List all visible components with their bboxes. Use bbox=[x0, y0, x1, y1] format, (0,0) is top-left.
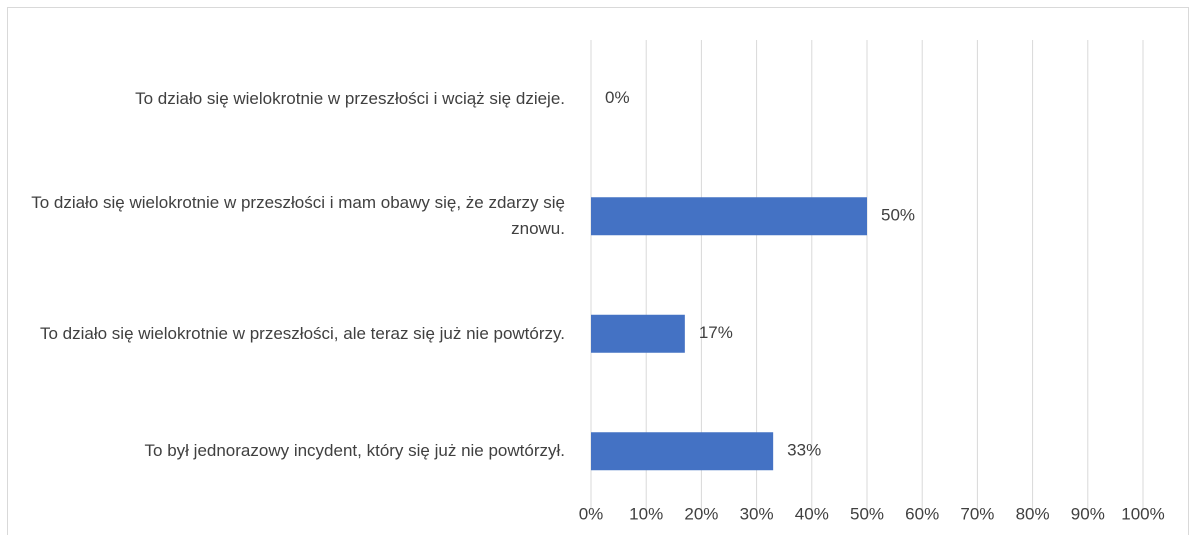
bar bbox=[591, 314, 685, 353]
y-tick-label: To działo się wielokrotnie w przeszłości… bbox=[31, 193, 565, 239]
x-tick-label: 70% bbox=[960, 504, 994, 523]
x-tick-label: 80% bbox=[1016, 504, 1050, 523]
x-tick-label: 100% bbox=[1121, 504, 1164, 523]
bar bbox=[591, 432, 774, 471]
x-tick-label: 90% bbox=[1071, 504, 1105, 523]
x-tick-label: 0% bbox=[579, 504, 604, 523]
x-tick-label: 50% bbox=[850, 504, 884, 523]
x-tick-label: 60% bbox=[905, 504, 939, 523]
bar bbox=[591, 197, 867, 236]
y-tick-label: To działo się wielokrotnie w przeszłości… bbox=[39, 323, 565, 343]
data-label: 50% bbox=[881, 206, 915, 225]
data-label: 0% bbox=[605, 88, 630, 107]
y-tick-label: To działo się wielokrotnie w przeszłości… bbox=[135, 88, 565, 108]
x-tick-label: 10% bbox=[629, 504, 663, 523]
chart-border bbox=[7, 7, 1189, 535]
data-label: 17% bbox=[699, 323, 733, 342]
x-tick-label: 40% bbox=[795, 504, 829, 523]
x-tick-label: 20% bbox=[684, 504, 718, 523]
x-tick-label: 30% bbox=[740, 504, 774, 523]
data-label: 33% bbox=[787, 441, 821, 460]
y-tick-label: To był jednorazowy incydent, który się j… bbox=[144, 441, 565, 461]
